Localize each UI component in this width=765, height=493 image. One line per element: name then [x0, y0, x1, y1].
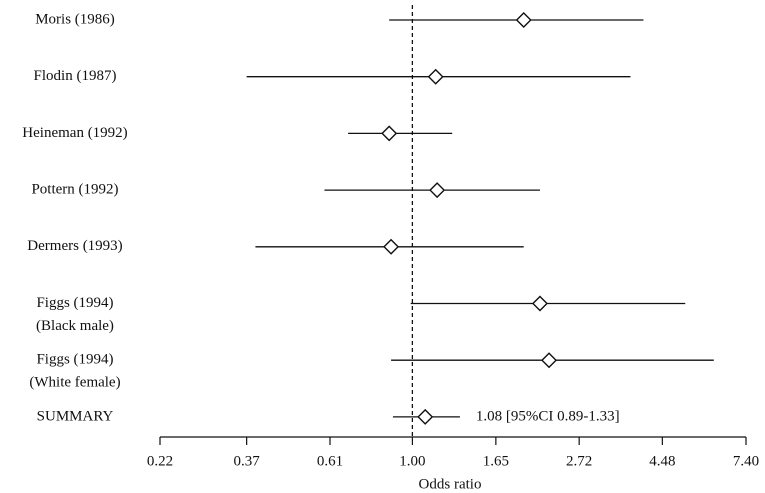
row-label: Pottern (1992) [31, 182, 118, 198]
point-diamond [429, 182, 446, 199]
row-label: Moris (1986) [35, 11, 115, 27]
summary-annotation: 1.08 [95%CI 0.89-1.33] [476, 408, 620, 424]
point-diamond [383, 238, 400, 255]
point-diamond [427, 68, 444, 85]
point-diamond [541, 352, 558, 369]
row-label: Figgs (1994) [36, 352, 113, 368]
x-tick-label: 4.48 [649, 453, 675, 469]
x-tick-label: 0.37 [234, 453, 261, 469]
x-tick-label: 1.65 [483, 453, 509, 469]
row-sublabel: (White female) [29, 375, 120, 391]
x-axis-label: Odds ratio [419, 476, 482, 492]
row-label: Heineman (1992) [22, 125, 127, 141]
row-label: Dermers (1993) [27, 238, 122, 254]
row-label: Flodin (1987) [34, 68, 117, 84]
row-label: Figgs (1994) [36, 295, 113, 311]
x-tick-label: 0.22 [147, 453, 173, 469]
x-tick-label: 0.61 [317, 453, 343, 469]
x-tick-label: 2.72 [566, 453, 592, 469]
point-diamond [381, 125, 398, 142]
row-sublabel: (Black male) [36, 318, 114, 334]
point-diamond [515, 12, 532, 28]
point-diamond [417, 408, 434, 425]
row-label: SUMMARY [37, 408, 114, 424]
point-diamond [531, 295, 548, 312]
x-tick-label: 1.00 [399, 453, 425, 469]
x-tick-label: 7.40 [733, 453, 759, 469]
